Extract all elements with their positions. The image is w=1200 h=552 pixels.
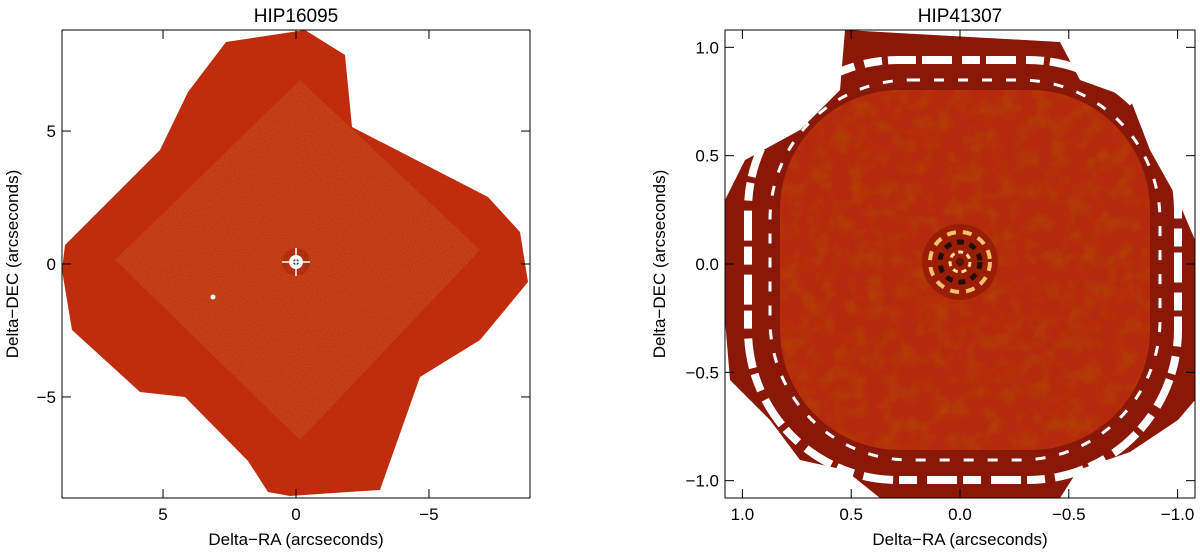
image-area bbox=[725, 30, 1195, 498]
y-tick-label: 0.0 bbox=[695, 255, 719, 274]
x-tick-label: 1.0 bbox=[731, 505, 755, 524]
y-axis-label: Delta−DEC (arcseconds) bbox=[3, 170, 22, 359]
y-tick-label: 1.0 bbox=[695, 38, 719, 57]
x-tick-label: 0 bbox=[291, 505, 300, 524]
x-tick-label: −1.0 bbox=[1161, 505, 1195, 524]
panel-title: HIP41307 bbox=[918, 6, 1003, 27]
star-core bbox=[922, 224, 998, 300]
x-tick-label: −5 bbox=[419, 505, 438, 524]
y-tick-label: −0.5 bbox=[685, 363, 719, 382]
y-tick-label: 0 bbox=[47, 255, 56, 274]
y-tick-label: 5 bbox=[47, 122, 56, 141]
panel-title: HIP16095 bbox=[254, 6, 339, 27]
panel-hip41307: HIP41307 1.0 0.5 0.0 −0.5 −1.0 1.0 0.5 0.0 −0.5… bbox=[650, 6, 1196, 549]
y-tick-label: 0.5 bbox=[695, 147, 719, 166]
x-axis-label: Delta−RA (arcseconds) bbox=[208, 530, 383, 549]
x-axis-label: Delta−RA (arcseconds) bbox=[872, 530, 1047, 549]
panel-hip16095: HIP16095 5 0 −5 5 0 −5 Delta−RA (arcseconds)… bbox=[3, 6, 531, 549]
y-tick-label: −1.0 bbox=[685, 472, 719, 491]
y-axis: 5 0 −5 bbox=[37, 122, 530, 407]
x-axis: 5 0 −5 bbox=[158, 30, 439, 524]
x-tick-label: 0.5 bbox=[839, 505, 863, 524]
halo-ring-inner bbox=[768, 78, 1162, 462]
halo-ring bbox=[744, 56, 1182, 484]
x-axis: 1.0 0.5 0.0 −0.5 −1.0 bbox=[731, 30, 1195, 524]
x-tick-label: −0.5 bbox=[1052, 505, 1086, 524]
y-axis-label: Delta−DEC (arcseconds) bbox=[650, 170, 669, 359]
y-tick-label: −5 bbox=[37, 388, 56, 407]
companion-source bbox=[210, 294, 216, 300]
y-axis: 1.0 0.5 0.0 −0.5 −1.0 bbox=[685, 38, 1195, 491]
image-area bbox=[62, 30, 528, 496]
x-tick-label: 0.0 bbox=[948, 505, 972, 524]
star-core bbox=[282, 248, 310, 276]
x-tick-label: 5 bbox=[158, 505, 167, 524]
